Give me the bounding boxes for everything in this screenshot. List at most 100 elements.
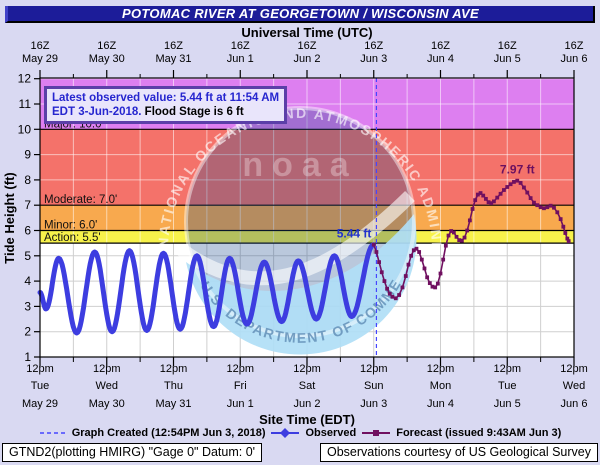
forecast-point	[566, 239, 571, 244]
bottom-tick-date: Jun 3	[360, 398, 387, 410]
forecast-point	[522, 185, 526, 190]
y-tick-label: 4	[24, 274, 31, 288]
bottom-tick-day: Thu	[164, 380, 183, 392]
y-tick-label: 11	[19, 97, 32, 111]
y-tick-label: 6	[24, 224, 31, 238]
forecast-point	[385, 286, 389, 291]
forecast-point	[414, 246, 419, 251]
forecast-point	[495, 195, 500, 200]
top-tick-hour: 16Z	[298, 40, 317, 52]
bottom-tick-time: 12pm	[93, 363, 121, 375]
forecast-point	[563, 231, 568, 235]
forecast-point	[390, 294, 395, 299]
legend-forecast-label: Forecast (issued 9:43AM Jun 3)	[396, 427, 562, 439]
forecast-point	[425, 275, 430, 280]
observed-line	[37, 242, 376, 336]
top-tick-date: Jun 4	[427, 53, 454, 65]
forecast-point	[528, 196, 533, 201]
top-tick-date: Jun 2	[294, 53, 321, 65]
y-tick-label: 10	[18, 122, 32, 136]
y-axis-title: Tide Height (ft)	[2, 172, 17, 263]
axes: Action: 5.5'Minor: 6.0'Moderate: 7.0'Maj…	[2, 40, 588, 410]
bottom-tick-date: May 30	[89, 398, 125, 410]
data-series: 5.44 ft 7.97 ft	[37, 78, 571, 357]
bottom-tick-day: Fri	[234, 380, 247, 392]
forecast-point	[473, 198, 478, 203]
bottom-axis-title: Site Time (EDT)	[259, 412, 355, 427]
bottom-tick-date: Jun 6	[561, 398, 588, 410]
noaa-ring	[184, 106, 416, 338]
top-tick-date: May 31	[155, 53, 191, 65]
y-tick-label: 1	[24, 350, 31, 364]
forecast-point	[492, 199, 496, 204]
bottom-tick-time: 12pm	[293, 363, 321, 375]
legend-observed-label: Observed	[305, 427, 357, 439]
forecast-point	[393, 296, 398, 301]
forecast-point	[462, 235, 467, 240]
forecast-point	[558, 217, 563, 222]
bottom-tick-time: 12pm	[360, 363, 388, 375]
forecast-point	[502, 188, 506, 192]
forecast-point	[403, 274, 408, 278]
forecast-point	[512, 180, 516, 184]
y-tick-label: 8	[24, 173, 31, 187]
forecast-point	[475, 192, 480, 197]
forecast-point	[465, 228, 470, 233]
page-title: POTOMAC RIVER AT GEORGETOWN / WISCONSIN …	[5, 6, 595, 23]
forecast-point	[387, 291, 392, 296]
y-tick-label: 3	[24, 299, 31, 313]
bottom-tick-day: Mon	[430, 380, 451, 392]
bottom-tick-time: 12pm	[427, 363, 455, 375]
observations-credit-box: Observations courtesy of US Geological S…	[319, 443, 598, 462]
bottom-tick-time: 12pm	[560, 363, 588, 375]
forecast-point	[565, 236, 570, 241]
bottom-tick-date: Jun 2	[294, 398, 321, 410]
forecast-point	[538, 205, 543, 210]
forecast-point	[417, 250, 422, 254]
y-tick-label: 9	[24, 148, 31, 162]
top-tick-date: Jun 1	[227, 53, 254, 65]
forecast-point	[446, 233, 451, 238]
bottom-tick-day: Tue	[498, 380, 517, 392]
legend-graph-created-label: Graph Created (12:54PM Jun 3, 2018)	[71, 427, 266, 439]
forecast-swatch	[362, 430, 391, 436]
bottom-tick-time: 12pm	[160, 363, 188, 375]
top-tick-date: Jun 6	[561, 53, 588, 65]
band-label-minor: Minor: 6.0'	[44, 220, 97, 232]
forecast-point	[532, 200, 536, 205]
forecast-point	[379, 270, 384, 275]
bottom-tick-day: Wed	[96, 380, 118, 392]
bottom-tick-day: Sat	[299, 380, 316, 392]
forecast-point	[515, 178, 520, 183]
forecast-point	[508, 182, 513, 187]
forecast-point	[449, 229, 454, 233]
forecast-point	[505, 185, 510, 189]
forecast-point	[535, 203, 540, 208]
infobox-line1: Latest observed value: 5.44 ft at 11:54 …	[52, 92, 280, 104]
forecast-point	[542, 206, 546, 211]
top-tick-date: Jun 5	[494, 53, 521, 65]
forecast-point	[377, 260, 381, 265]
forecast-point	[397, 293, 402, 297]
bottom-tick-day: Sun	[364, 380, 384, 392]
bottom-tick-day: Tue	[31, 380, 50, 392]
latest-observed-infobox: Latest observed value: 5.44 ft at 11:54 …	[44, 86, 288, 124]
forecast-point	[409, 253, 414, 258]
top-tick-date: May 29	[22, 53, 58, 65]
y-tick-label: 12	[18, 72, 32, 86]
top-tick-hour: 16Z	[565, 40, 584, 52]
forecast-point	[561, 224, 566, 229]
forecast-point	[427, 281, 432, 286]
band-label-moderate: Moderate: 7.0'	[44, 194, 117, 206]
y-tick-label: 5	[24, 249, 31, 263]
forecast-point	[467, 218, 472, 223]
forecast-point	[382, 279, 387, 283]
forecast-point	[548, 203, 553, 208]
bottom-tick-time: 12pm	[26, 363, 54, 375]
forecast-point	[470, 207, 475, 211]
forecast-point	[483, 196, 488, 201]
forecast-point	[525, 190, 530, 195]
top-tick-date: Jun 3	[360, 53, 387, 65]
